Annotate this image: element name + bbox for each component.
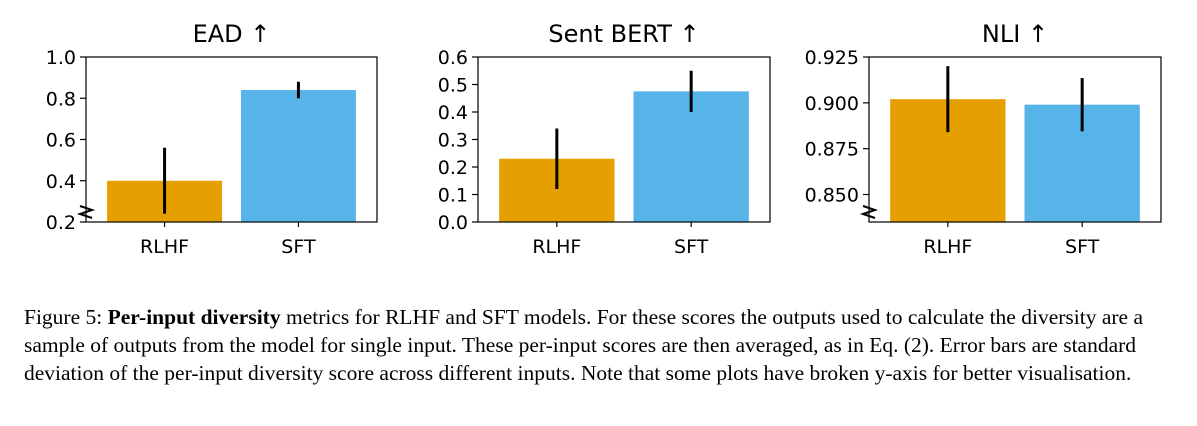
panel-title: EAD ↑: [193, 20, 271, 48]
axes-frame: [85, 56, 378, 223]
figure: EAD ↑ RLHF SFT 0.2 0.4 0.6 0.8 1.0 Sent BERT ↑ RL…: [46, 20, 1162, 258]
y-tick-label: 0.2: [46, 212, 76, 234]
caption-bold: Per-input diversity: [107, 305, 281, 329]
panel-2: Sent BERT ↑ RLHF SFT 0.0 0.1 0.2 0.3 0.4 0.5 0.6: [438, 20, 771, 258]
axis-break-marker: [76, 205, 96, 219]
x-tick-label: RLHF: [923, 236, 972, 258]
panel-title: Sent BERT ↑: [548, 20, 699, 48]
y-tick-label: 0.2: [438, 157, 468, 179]
caption-text: metrics for RLHF and SFT models. For the…: [24, 305, 1143, 385]
y-tick-label: 0.6: [46, 130, 76, 152]
y-tick-label: 0.1: [438, 185, 468, 207]
y-tick-label: 0.875: [805, 139, 859, 161]
y-tick-label: 0.850: [805, 185, 859, 207]
panel-3: NLI ↑ RLHF SFT 0.850 0.875 0.900 0.925: [805, 20, 1162, 258]
y-tick-label: 0.3: [438, 130, 468, 152]
y-tick-label: 0.5: [438, 75, 468, 97]
axes-frame: [868, 56, 1162, 223]
axis-break-marker: [859, 205, 879, 219]
y-tick-label: 0.925: [805, 47, 859, 69]
y-tick-label: 0.0: [438, 212, 468, 234]
bar-sft: [633, 91, 749, 222]
bar-sft: [240, 90, 356, 222]
chart-svg: EAD ↑ RLHF SFT 0.2 0.4 0.6 0.8 1.0 Sent BERT ↑ RL…: [46, 20, 1162, 258]
x-tick-label: SFT: [281, 236, 316, 258]
y-tick-label: 0.4: [46, 171, 76, 193]
x-tick-label: SFT: [674, 236, 709, 258]
y-tick-label: 0.900: [805, 93, 859, 115]
caption-prefix: Figure 5:: [24, 305, 108, 329]
panel-1: EAD ↑ RLHF SFT 0.2 0.4 0.6 0.8 1.0: [46, 20, 378, 258]
y-tick-label: 1.0: [46, 47, 76, 69]
y-tick-label: 0.4: [438, 102, 468, 124]
y-tick-label: 0.6: [438, 47, 468, 69]
x-tick-label: RLHF: [140, 236, 189, 258]
axes-frame: [477, 56, 771, 223]
y-tick-label: 0.8: [46, 88, 76, 110]
x-tick-label: SFT: [1065, 236, 1100, 258]
x-tick-label: RLHF: [532, 236, 581, 258]
panel-title: NLI ↑: [982, 20, 1048, 48]
figure-caption: Figure 5: Per-input diversity metrics fo…: [24, 303, 1184, 387]
